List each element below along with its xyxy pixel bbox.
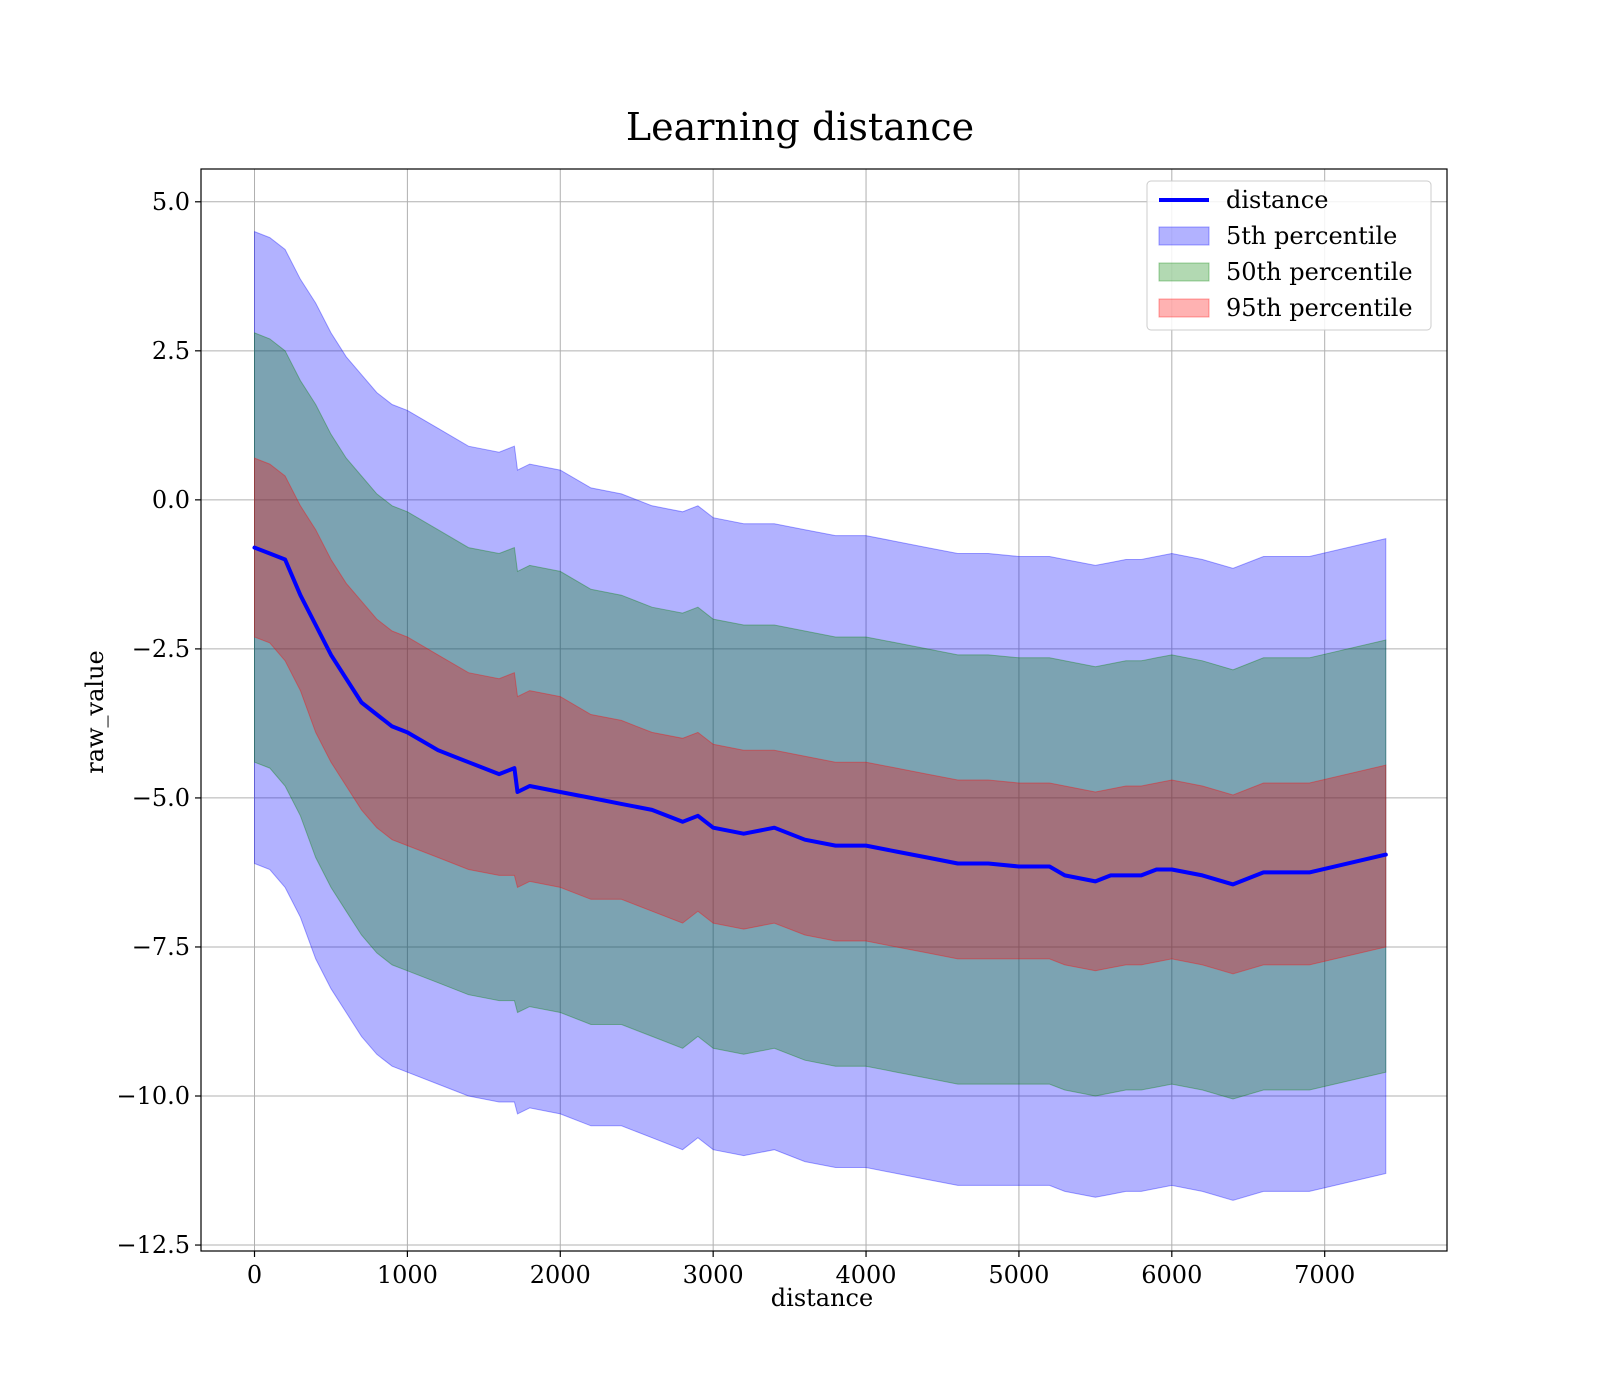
x-tick-label: 7000 xyxy=(1294,1261,1355,1289)
distance-line-layer xyxy=(252,545,1388,887)
x-tick-label: 1000 xyxy=(377,1261,438,1289)
y-tick-label: −7.5 xyxy=(132,933,190,961)
legend-box xyxy=(1146,180,1432,331)
band-50th-percentile xyxy=(254,332,1387,1100)
y-tick-label: 2.5 xyxy=(152,337,190,365)
legend-label-distance: distance xyxy=(1226,186,1328,214)
x-axis-label: distance xyxy=(771,1284,873,1312)
chart-title: Learning distance xyxy=(626,105,974,149)
legend-swatch-50th-percentile xyxy=(1158,262,1210,282)
legend-label-5th-percentile: 5th percentile xyxy=(1226,222,1397,250)
band-5th-percentile xyxy=(254,230,1387,1201)
y-axis-ticks: 5.0 2.5 0.0 −2.5 −5.0 −7.5 −10.0 −12.5 xyxy=(116,188,201,1259)
percentile-bands xyxy=(254,230,1387,1201)
x-tick-label: 6000 xyxy=(1141,1261,1202,1289)
y-tick-label: −5.0 xyxy=(132,784,190,812)
legend-swatch-5th-percentile xyxy=(1158,226,1210,246)
x-tick-label: 3000 xyxy=(683,1261,744,1289)
legend-swatch-95th-percentile xyxy=(1158,298,1210,318)
y-axis-label: raw_value xyxy=(81,650,109,774)
legend-label-95th-percentile: 95th percentile xyxy=(1226,294,1413,322)
x-tick-label: 5000 xyxy=(988,1261,1049,1289)
y-tick-label: 5.0 xyxy=(152,188,190,216)
line-distance xyxy=(252,545,1388,887)
y-tick-label: −2.5 xyxy=(132,635,190,663)
band-95th-percentile xyxy=(254,457,1387,975)
y-tick-label: 0.0 xyxy=(152,486,190,514)
x-axis-ticks: 0 1000 2000 3000 4000 5000 6000 7000 xyxy=(247,1251,1355,1289)
y-tick-label: −10.0 xyxy=(116,1082,190,1110)
grid-lines xyxy=(201,169,1447,1251)
x-tick-label: 2000 xyxy=(530,1261,591,1289)
legend-label-50th-percentile: 50th percentile xyxy=(1226,258,1413,286)
x-tick-label: 0 xyxy=(247,1261,262,1289)
plot-frame xyxy=(200,168,1448,1252)
x-tick-label: 4000 xyxy=(836,1261,897,1289)
legend: distance 5th percentile 50th percentile … xyxy=(1146,180,1432,331)
y-tick-label: −12.5 xyxy=(116,1231,190,1259)
